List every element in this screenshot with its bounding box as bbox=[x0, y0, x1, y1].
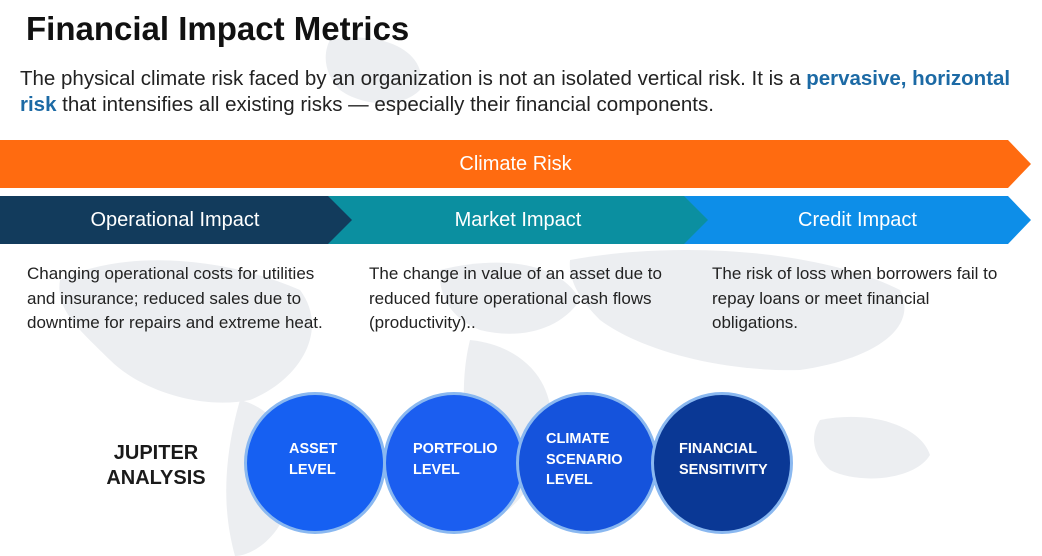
asset-level-circle: ASSET LEVEL bbox=[244, 392, 386, 534]
market-impact-label: Market Impact bbox=[454, 208, 582, 231]
market-impact-band: Market Impact bbox=[328, 196, 708, 244]
climate-scenario-level-label: CLIMATE SCENARIO LEVEL bbox=[546, 431, 623, 488]
climate-risk-band: Climate Risk bbox=[0, 140, 1031, 188]
credit-impact-description: The risk of loss when borrowers fail to … bbox=[712, 264, 998, 332]
intro-text-end: that intensifies all existing risks — es… bbox=[56, 93, 714, 116]
asset-level-label: ASSET LEVEL bbox=[289, 441, 338, 478]
market-impact-description: The change in value of an asset due to r… bbox=[369, 264, 662, 332]
climate-risk-label: Climate Risk bbox=[459, 152, 572, 175]
operational-impact-description: Changing operational costs for utilities… bbox=[27, 264, 323, 332]
page-title: Financial Impact Metrics bbox=[26, 10, 410, 47]
portfolio-level-circle: PORTFOLIO LEVEL bbox=[383, 392, 525, 534]
intro-highlight: pervasive, horizontal risk bbox=[20, 67, 1011, 116]
financial-sensitivity-label: FINANCIAL SENSITIVITY bbox=[679, 441, 768, 478]
intro-text-start: The physical climate risk faced by an or… bbox=[20, 67, 807, 90]
portfolio-level-label: PORTFOLIO LEVEL bbox=[413, 441, 498, 478]
credit-impact-band: Credit Impact bbox=[684, 196, 1031, 244]
climate-scenario-level-circle: CLIMATE SCENARIO LEVEL bbox=[516, 392, 658, 534]
financial-sensitivity-circle: FINANCIAL SENSITIVITY bbox=[651, 392, 793, 534]
credit-impact-label: Credit Impact bbox=[798, 208, 917, 231]
operational-impact-band: Operational Impact bbox=[0, 196, 352, 244]
intro-paragraph: The physical climate risk faced by an or… bbox=[20, 66, 1020, 118]
operational-impact-label: Operational Impact bbox=[90, 208, 260, 231]
jupiter-analysis-label: JUPITER ANALYSIS bbox=[106, 442, 206, 489]
